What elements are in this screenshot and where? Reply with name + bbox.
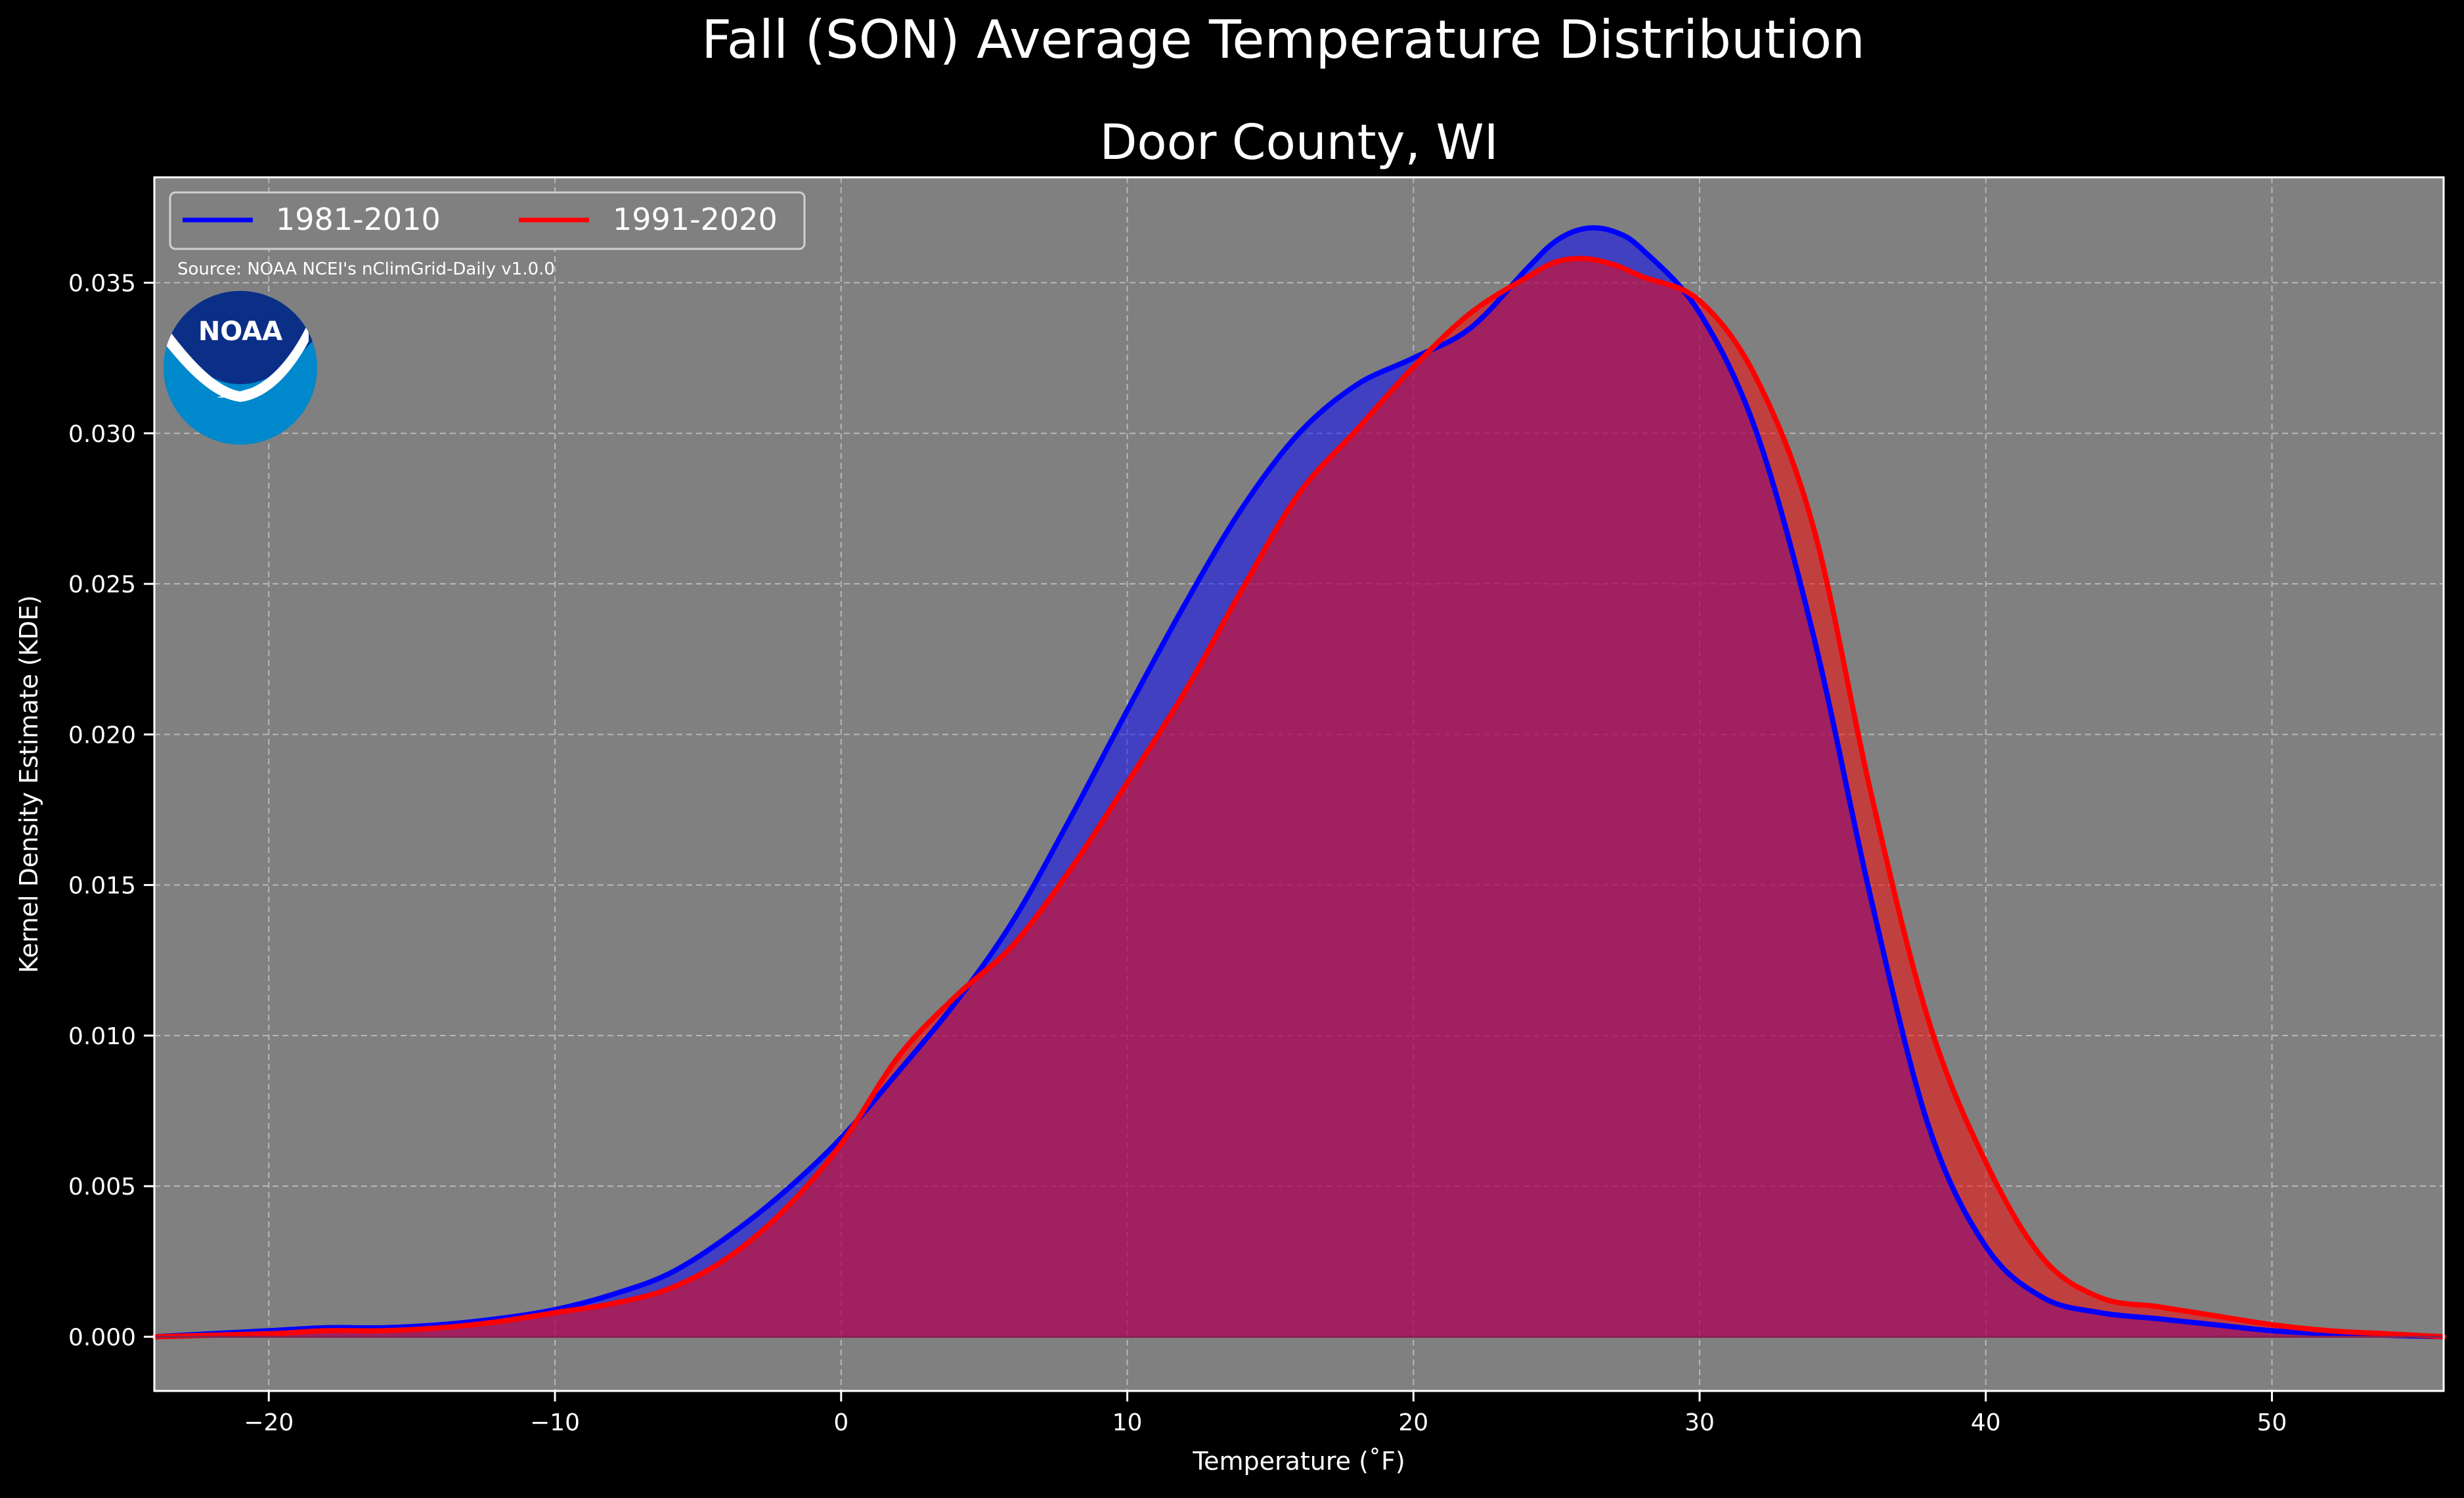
x-tick-label: 20 [1398,1409,1428,1436]
kde-line-1991-2020 [152,255,2446,1340]
x-tick-label: −10 [530,1409,580,1436]
y-tick-label: 0.020 [68,722,136,749]
y-tick-label: 0.025 [68,571,136,598]
kde-lines [152,225,2446,1340]
y-axis-label: Kernel Density Estimate (KDE) [14,595,43,973]
x-tick-label: 30 [1684,1409,1715,1436]
y-tick-label: 0.000 [68,1324,136,1351]
source-note: Source: NOAA NCEI's nClimGrid-Daily v1.0… [177,259,555,279]
y-tick-label: 0.010 [68,1023,136,1050]
y-tick-label: 0.015 [68,873,136,900]
y-tick-label: 0.030 [68,421,136,448]
kde-area-1991-2020 [154,258,2444,1337]
x-tick-label: 0 [833,1409,848,1436]
legend-label-1981-2010: 1981-2010 [276,202,441,237]
kde-areas [154,227,2444,1337]
x-tick-label: −20 [244,1409,294,1436]
figure-suptitle: Fall (SON) Average Temperature Distribut… [701,9,1865,70]
legend-box [169,191,806,250]
x-tick-label: 50 [2257,1409,2287,1436]
plot-frame [153,176,2445,1392]
noaa-logo-seagull-wing [217,380,276,398]
y-tick-label: 0.005 [68,1174,136,1201]
legend-label-1991-2020: 1991-2020 [613,202,778,237]
x-axis-ticks: −20 −10 0 10 20 30 40 50 [244,1391,2287,1436]
noaa-logo-text: NOAA [198,317,282,347]
x-tick-label: 40 [1971,1409,2001,1436]
legend: 1981-2010 1991-2020 [169,191,806,250]
y-axis-ticks: 0.000 0.005 0.010 0.015 0.020 0.025 0.030 0.035 [68,270,154,1351]
x-axis-label: Temperature (˚F) [1192,1447,1405,1476]
y-tick-label: 0.035 [68,270,136,297]
kde-line-1981-2010 [152,225,2446,1340]
chart-title: Door County, WI [1099,114,1498,171]
x-tick-label: 10 [1112,1409,1143,1436]
